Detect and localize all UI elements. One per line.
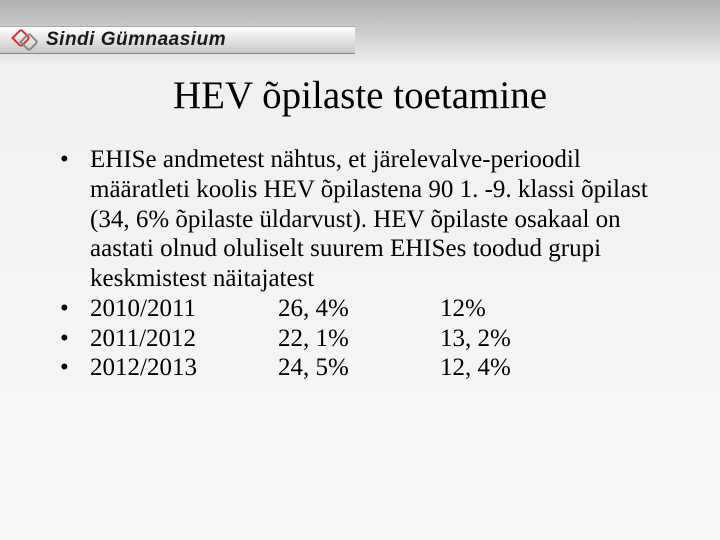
pct2-cell: 13, 2% bbox=[440, 324, 511, 354]
pct1-cell: 26, 4% bbox=[278, 294, 440, 324]
pct1-cell: 24, 5% bbox=[278, 353, 440, 383]
bullet-icon: • bbox=[54, 353, 90, 383]
school-logo-icon bbox=[12, 29, 38, 51]
bullet-icon: • bbox=[54, 145, 90, 294]
slide-content: • EHISe andmetest nähtus, et järelevalve… bbox=[54, 145, 674, 383]
year-cell: 2012/2013 bbox=[90, 353, 278, 383]
pct1-cell: 22, 1% bbox=[278, 324, 440, 354]
intro-text: EHISe andmetest nähtus, et järelevalve-p… bbox=[90, 145, 674, 294]
pct2-cell: 12, 4% bbox=[440, 353, 511, 383]
year-cell: 2011/2012 bbox=[90, 324, 278, 354]
slide-title: HEV õpilaste toetamine bbox=[0, 73, 720, 118]
header-bar: Sindi Gümnaasium bbox=[0, 26, 355, 54]
school-name: Sindi Gümnaasium bbox=[46, 29, 226, 51]
bullet-icon: • bbox=[54, 324, 90, 354]
intro-bullet: • EHISe andmetest nähtus, et järelevalve… bbox=[54, 145, 674, 294]
year-cell: 2010/2011 bbox=[90, 294, 278, 324]
pct2-cell: 12% bbox=[440, 294, 486, 324]
data-row: • 2011/2012 22, 1% 13, 2% bbox=[54, 324, 674, 354]
bullet-icon: • bbox=[54, 294, 90, 324]
data-row: • 2012/2013 24, 5% 12, 4% bbox=[54, 353, 674, 383]
data-row: • 2010/2011 26, 4% 12% bbox=[54, 294, 674, 324]
